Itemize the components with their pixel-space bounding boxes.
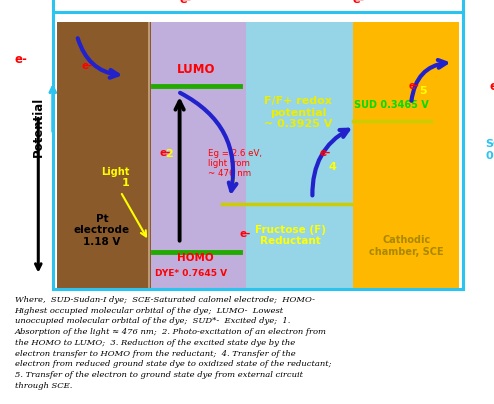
- Text: e-: e-: [160, 147, 171, 158]
- Bar: [57, 22, 152, 289]
- Text: Light: Light: [101, 166, 129, 177]
- Text: e-: e-: [180, 0, 192, 4]
- Bar: [353, 22, 459, 289]
- Text: DYE* 0.7645 V: DYE* 0.7645 V: [156, 269, 228, 278]
- Text: e-: e-: [240, 229, 251, 239]
- Text: F/F+ redox
potential
~ 0.3925 V: F/F+ redox potential ~ 0.3925 V: [264, 96, 332, 129]
- Text: e-: e-: [14, 53, 27, 66]
- Text: Potential: Potential: [32, 97, 45, 157]
- Text: HOMO: HOMO: [177, 253, 214, 263]
- Text: 3: 3: [228, 178, 236, 188]
- Bar: [53, 0, 463, 12]
- Text: LUMO: LUMO: [176, 63, 215, 76]
- Text: SUD 0.3465 V: SUD 0.3465 V: [354, 100, 428, 110]
- Text: Where,  SUD-Sudan-I dye;  SCE-Saturated calomel electrode;  HOMO-
Highest occupi: Where, SUD-Sudan-I dye; SCE-Saturated ca…: [15, 296, 331, 389]
- Text: Pt
electrode
1.18 V: Pt electrode 1.18 V: [74, 214, 130, 247]
- Bar: [246, 22, 353, 289]
- Text: 5: 5: [419, 86, 427, 96]
- Text: SCE
0.24 V: SCE 0.24 V: [486, 139, 494, 161]
- Text: e-: e-: [82, 61, 93, 71]
- Text: e-: e-: [409, 81, 420, 91]
- Text: e-: e-: [353, 0, 365, 4]
- Text: Cathodic
chamber, SCE: Cathodic chamber, SCE: [369, 236, 444, 257]
- Text: 2: 2: [165, 149, 173, 159]
- Text: 4: 4: [329, 162, 336, 172]
- Text: e-: e-: [319, 147, 330, 158]
- Text: Eg = 2.6 eV,
light from
~ 476 nm: Eg = 2.6 eV, light from ~ 476 nm: [208, 149, 262, 179]
- Bar: [152, 22, 246, 289]
- Text: Fructose (F)
Reductant: Fructose (F) Reductant: [255, 225, 326, 246]
- Text: 1: 1: [122, 178, 130, 188]
- Text: e-: e-: [489, 80, 494, 93]
